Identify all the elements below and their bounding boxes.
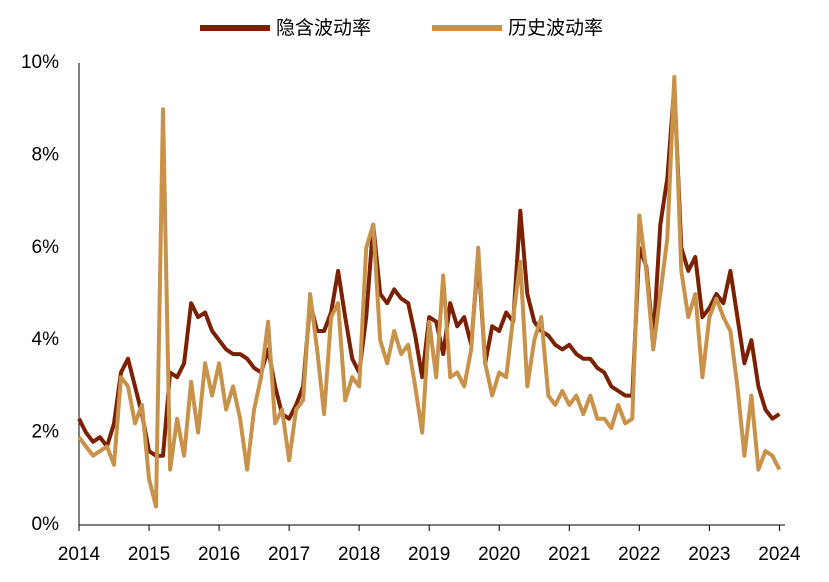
- legend-label: 隐含波动率: [276, 17, 371, 39]
- series-line: [77, 84, 781, 458]
- x-tick-label: 2023: [688, 544, 730, 565]
- y-tick-label: 0%: [32, 514, 60, 535]
- y-tick-label: 8%: [32, 144, 60, 165]
- x-tick-label: 2017: [268, 544, 310, 565]
- y-tick-label: 4%: [32, 329, 60, 350]
- x-tick-label: 2019: [408, 544, 450, 565]
- y-tick-label: 6%: [32, 237, 60, 258]
- x-tick-label: 2015: [128, 544, 170, 565]
- y-tick-label: 2%: [32, 422, 60, 443]
- x-tick-label: 2021: [548, 544, 590, 565]
- x-tick-label: 2016: [198, 544, 240, 565]
- y-tick-label: 10%: [21, 52, 59, 73]
- legend-label: 历史波动率: [508, 17, 603, 39]
- series-line: [77, 74, 782, 509]
- x-tick-label: 2022: [618, 544, 660, 565]
- x-tick-label: 2020: [478, 544, 520, 565]
- x-tick-label: 2014: [58, 544, 101, 565]
- x-tick-label: 2024: [758, 544, 801, 565]
- x-tick-label: 2018: [338, 544, 380, 565]
